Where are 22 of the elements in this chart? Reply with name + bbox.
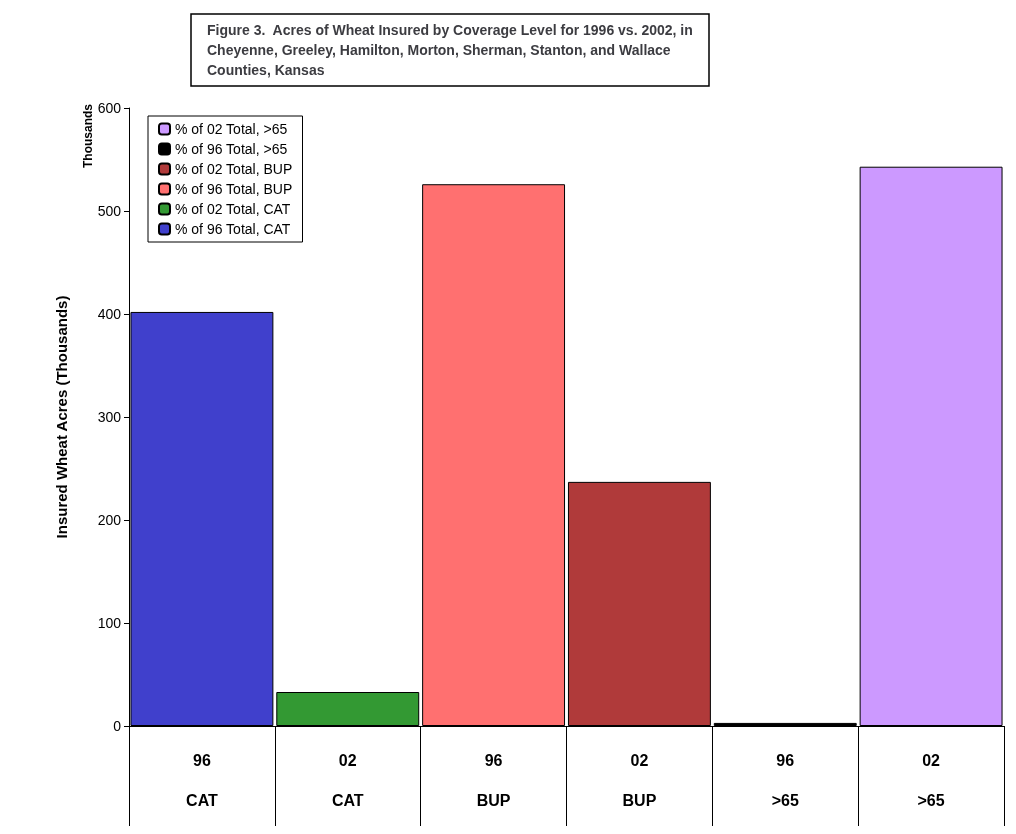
y-tick-label: 300 xyxy=(97,409,122,425)
text: Thousands xyxy=(81,103,95,168)
category-label: 96 CAT xyxy=(186,751,218,809)
legend-label: % of 02 Total, >65 xyxy=(175,121,288,137)
category-label: 96 >65 xyxy=(771,751,799,809)
y-axis-title: Insured Wheat Acres (Thousands) xyxy=(53,295,70,539)
y-tick-label: 0 xyxy=(113,718,122,734)
legend-label: % of 96 Total, CAT xyxy=(175,221,291,237)
y-tick-label: 400 xyxy=(97,306,122,322)
category-label: 02 >65 xyxy=(917,751,945,809)
y-tick-label: 500 xyxy=(97,203,122,219)
category-label: 96 BUP xyxy=(476,751,511,809)
legend-label: % of 96 Total, >65 xyxy=(175,141,288,157)
y-tick-label: 100 xyxy=(97,615,122,631)
legend-label: % of 96 Total, BUP xyxy=(175,181,293,197)
category-label: 02 CAT xyxy=(331,751,364,809)
category-label: 02 BUP xyxy=(622,751,657,809)
y-tick-label: 600 xyxy=(97,100,122,116)
y-tick-label: 200 xyxy=(97,512,122,528)
chart-title: Figure 3. Acres of Wheat Insured by Coverage Level for 1996 vs. 2002, in Cheyenne, Greeley, Hamilton, Morton, Sherman, Stanton, and Wallace Counties, Kansas xyxy=(207,22,693,78)
legend-label: % of 02 Total, BUP xyxy=(175,161,293,177)
legend-label: % of 02 Total, CAT xyxy=(175,201,291,217)
